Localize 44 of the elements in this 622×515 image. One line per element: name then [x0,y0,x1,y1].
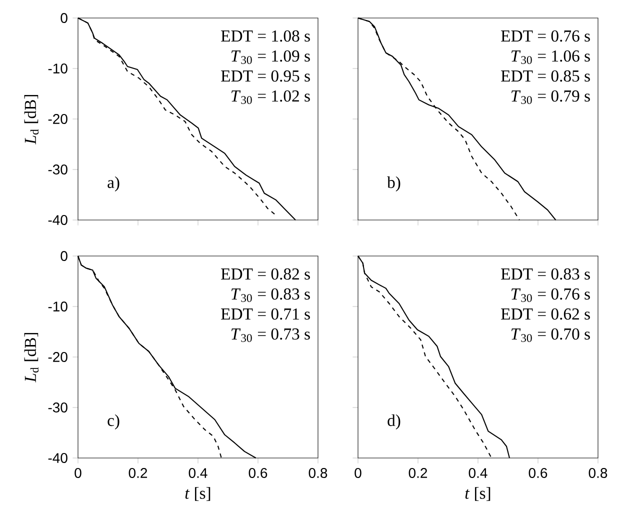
y-tick-label: -40 [48,453,68,463]
annotation: EDT = 0.82 s [221,268,310,280]
annotation: b) [387,176,400,192]
y-tick-label: -40 [48,215,68,225]
y-tick-label: 0 [60,13,68,23]
y-tick-label: 0 [60,251,68,261]
annotation: T$_{30}$ = 0.83 s [231,288,310,302]
y-tick-label: -30 [48,164,68,174]
annotation: T$_{30}$ = 0.76 s [511,288,590,302]
annotation: EDT = 0.62 s [501,308,590,320]
x-axis-title: t [s] [465,487,490,501]
x-tick-label: 0.8 [588,468,608,478]
y-tick-label: -30 [48,402,68,412]
y-tick-label: -10 [48,302,68,312]
x-tick-label: 0.8 [308,468,328,478]
annotation: T$_{30}$ = 1.02 s [231,90,310,104]
x-tick-label: 0 [74,468,82,478]
y-tick-label: -20 [48,352,68,362]
annotation: EDT = 0.95 s [221,70,310,82]
y-tick-label: -20 [48,114,68,124]
annotation: EDT = 0.76 s [501,30,590,42]
annotation: T$_{30}$ = 0.70 s [511,328,590,342]
annotation: EDT = 0.85 s [501,70,590,82]
x-axis-title: t [s] [185,487,210,501]
annotation: c) [108,414,120,430]
x-tick-label: 0.4 [468,468,488,478]
annotation: EDT = 0.71 s [221,308,310,320]
annotation: T$_{30}$ = 0.79 s [511,90,590,104]
x-tick-label: 0.2 [408,468,428,478]
y-axis-title: L$_{d}$ [dB] [24,95,39,144]
annotation: d) [388,414,400,430]
annotation: T$_{30}$ = 1.09 s [231,50,310,64]
x-tick-label: 0 [354,468,362,478]
y-axis-title: L$_{d}$ [dB] [24,333,39,382]
x-tick-label: 0.6 [528,468,548,478]
annotation: T$_{30}$ = 1.06 s [511,50,590,64]
x-tick-label: 0.2 [128,468,148,478]
annotation: EDT = 0.83 s [501,268,590,280]
annotation: EDT = 1.08 s [221,30,310,42]
annotation: a) [108,176,120,192]
x-tick-label: 0.4 [188,468,208,478]
x-tick-label: 0.6 [248,468,268,478]
y-tick-label: -10 [48,64,68,74]
annotation: T$_{30}$ = 0.73 s [231,328,310,342]
